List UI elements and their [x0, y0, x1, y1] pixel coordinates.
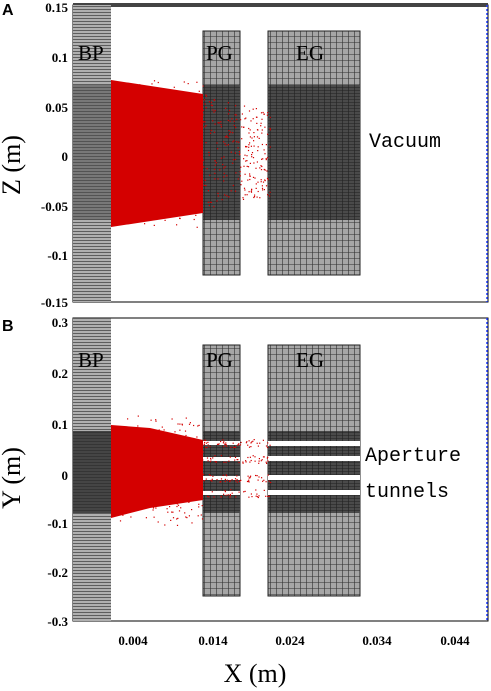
x-tick: 0.034 — [362, 633, 392, 648]
panel-a: A BP PG EG Vacuum 0.15 0.1 0.05 0 -0.05 … — [0, 0, 489, 310]
pg-label: PG — [206, 348, 233, 372]
y-tick: -0.15 — [41, 295, 69, 310]
particle-beam — [111, 80, 203, 227]
x-tick: 0.004 — [118, 633, 148, 648]
y-axis-title: Z (m) — [0, 135, 26, 195]
y-tick: 0 — [62, 468, 69, 483]
x-tick-labels: 0.004 0.014 0.024 0.034 0.044 — [118, 633, 470, 648]
eg-dense-band — [268, 85, 360, 220]
bp-dense-band — [73, 85, 111, 220]
y-tick: 0.1 — [52, 50, 68, 65]
bp-label: BP — [78, 348, 104, 372]
y-tick-labels: 0.3 0.2 0.1 0 -0.1 -0.2 -0.3 — [47, 315, 68, 629]
tunnels-label: tunnels — [365, 481, 449, 504]
y-tick-labels: 0.15 0.1 0.05 0 -0.05 -0.1 -0.15 — [41, 0, 69, 310]
y-tick: -0.2 — [47, 565, 68, 580]
particle-scatter — [111, 415, 272, 526]
panel-b: B BP PG EG Aperture tunnels — [0, 315, 489, 629]
bp-dense-band — [73, 431, 111, 513]
pg-label: PG — [206, 41, 233, 65]
aperture-label: Aperture — [365, 445, 461, 468]
x-tick: 0.014 — [198, 633, 228, 648]
y-tick: 0 — [62, 149, 69, 164]
y-tick: 0.2 — [52, 366, 68, 381]
panel-letter: A — [2, 2, 14, 19]
x-tick: 0.024 — [275, 633, 305, 648]
bp-label: BP — [78, 41, 104, 65]
y-tick: 0.3 — [52, 315, 69, 330]
eg-label: EG — [296, 41, 324, 65]
y-tick: -0.05 — [41, 199, 69, 214]
y-tick: -0.1 — [47, 248, 68, 263]
eg-label: EG — [296, 348, 324, 372]
aperture-tunnels — [203, 441, 360, 495]
y-tick: 0.1 — [52, 417, 68, 432]
y-tick: -0.3 — [47, 614, 68, 629]
x-axis-title: X (m) — [224, 659, 287, 688]
vacuum-label: Vacuum — [369, 131, 441, 154]
y-tick: -0.1 — [47, 516, 68, 531]
y-tick: 0.05 — [45, 100, 68, 115]
panel-letter: B — [2, 318, 14, 335]
particle-scatter — [111, 80, 271, 228]
y-tick: 0.15 — [45, 0, 68, 15]
x-tick: 0.044 — [440, 633, 470, 648]
y-axis-title: Y (m) — [0, 447, 26, 509]
